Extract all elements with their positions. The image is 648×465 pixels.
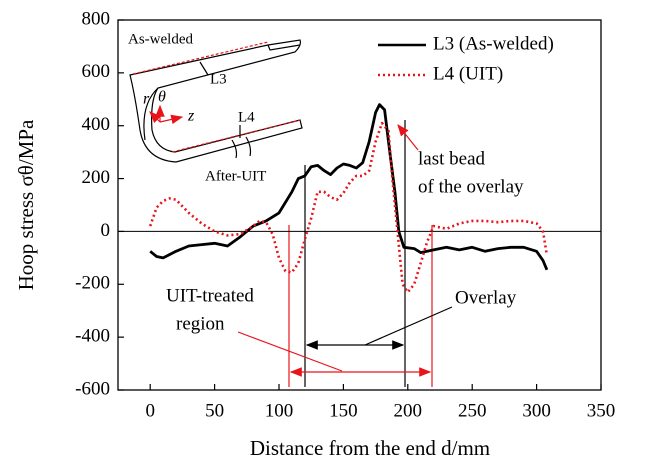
x-tick-label: 350 [587, 400, 616, 421]
series-line [148, 121, 549, 294]
y-tick-label: 800 [82, 8, 111, 29]
y-tick-label: 200 [82, 167, 111, 188]
x-tick-label: 250 [458, 400, 487, 421]
annotation: last bead [418, 148, 486, 169]
region-markers [237, 120, 453, 387]
x-tick-label: 300 [522, 400, 551, 421]
legend-label: L4 (UIT) [433, 63, 503, 84]
annotation: region [176, 313, 225, 334]
x-tick-label: 200 [394, 400, 423, 421]
y-tick-label: 400 [82, 114, 111, 135]
x-tick-label: 50 [205, 400, 224, 421]
series-line [149, 103, 549, 271]
inset-label: L3 [210, 71, 227, 87]
inset-label: θ [158, 89, 166, 106]
y-tick-label: -200 [75, 273, 110, 294]
inset-label: After-UIT [205, 168, 266, 184]
inset-schematic [129, 39, 303, 163]
x-tick-label: 100 [265, 400, 294, 421]
y-tick-label: -600 [75, 378, 110, 399]
x-tick-label: 150 [329, 400, 358, 421]
inset-label: r [143, 91, 150, 108]
y-tick-label: 0 [101, 220, 111, 241]
x-tick-label: 0 [145, 400, 155, 421]
x-axis-label: Distance from the end d/mm [250, 436, 490, 460]
plot-frame [117, 19, 602, 391]
y-tick-label: 600 [82, 61, 111, 82]
inset-label: As-welded [128, 31, 193, 47]
y-tick-label: -400 [75, 326, 110, 347]
annotation: Overlay [455, 287, 517, 308]
inset-label: L4 [238, 109, 255, 125]
inset-label: z [187, 108, 195, 125]
annotation: of the overlay [418, 176, 524, 197]
legend-label: L3 (As-welded) [433, 33, 554, 54]
annotation: UIT-treated [166, 285, 254, 306]
y-axis-label: Hoop stress σθ/MPa [14, 119, 38, 290]
